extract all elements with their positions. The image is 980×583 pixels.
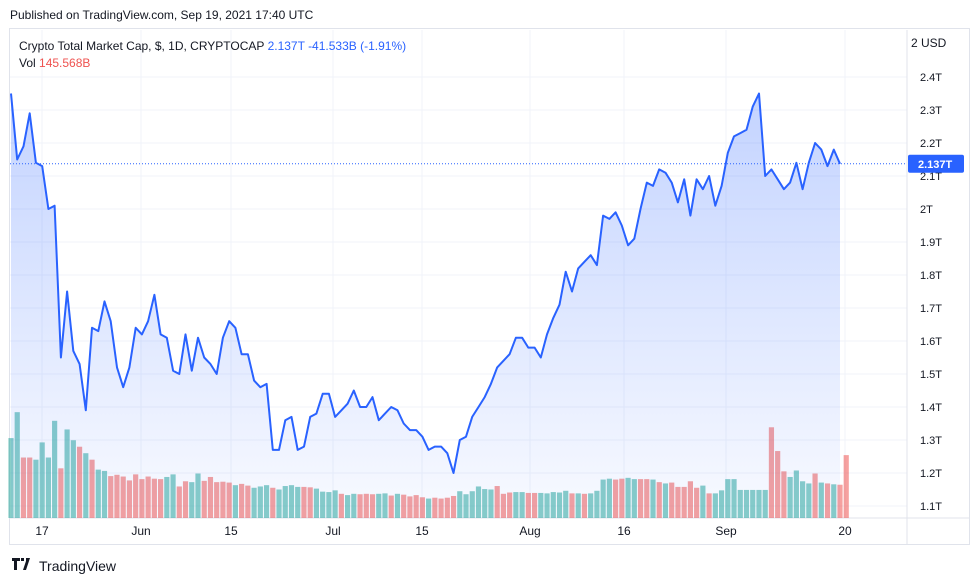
y-tick-label: 2T: [920, 204, 933, 216]
y-tick-label: 1.7T: [920, 303, 942, 315]
last-price-badge: [908, 154, 964, 173]
legend-main: Crypto Total Market Cap, $, 1D, CRYPTOCA…: [19, 39, 406, 53]
price-area-fill: [11, 93, 840, 518]
y-tick-label: 2.4T: [920, 72, 942, 84]
legend-symbol: Crypto Total Market Cap, $, 1D, CRYPTOCA…: [19, 39, 265, 53]
volume-bar: [843, 455, 849, 518]
x-tick-label: Jul: [325, 524, 340, 538]
y-tick-label: 1.3T: [920, 435, 942, 447]
y-tick-label: 1.1T: [920, 501, 942, 513]
x-tick-label: 15: [415, 524, 429, 538]
published-caption: Published on TradingView.com, Sep 19, 20…: [10, 8, 314, 22]
x-tick-label: Sep: [715, 524, 737, 538]
currency-button[interactable]: 2 USD: [911, 36, 947, 50]
legend-change: -41.533B (-1.91%): [308, 39, 407, 53]
y-tick-label: 2.1T: [920, 171, 942, 183]
x-tick-label: 16: [617, 524, 631, 538]
y-tick-label: 1.6T: [920, 336, 942, 348]
legend-vol-label: Vol: [19, 56, 36, 70]
x-tick-label: Aug: [519, 524, 540, 538]
y-tick-label: 1.9T: [920, 237, 942, 249]
y-tick-label: 1.4T: [920, 402, 942, 414]
y-tick-label: 2.2T: [920, 138, 942, 150]
y-tick-label: 1.8T: [920, 270, 942, 282]
x-tick-label: 15: [224, 524, 238, 538]
footer-brand[interactable]: TradingView: [12, 557, 116, 574]
price-line: [10, 92, 841, 474]
y-tick-label: 2.3T: [920, 105, 942, 117]
legend-vol-value: 145.568B: [39, 56, 91, 70]
y-tick-label: 1.2T: [920, 468, 942, 480]
tradingview-logo-icon: [12, 557, 34, 574]
legend-last-value: 2.137T: [267, 39, 305, 53]
x-tick-label: Jun: [131, 524, 150, 538]
brand-label: TradingView: [39, 557, 117, 574]
x-tick-label: 17: [35, 524, 49, 538]
y-tick-label: 1.5T: [920, 369, 942, 381]
last-price-badge-label: 2.137T: [918, 159, 953, 171]
legend-volume: Vol 145.568B: [19, 56, 90, 70]
chart-frame: [9, 28, 970, 545]
x-tick-label: 20: [838, 524, 852, 538]
